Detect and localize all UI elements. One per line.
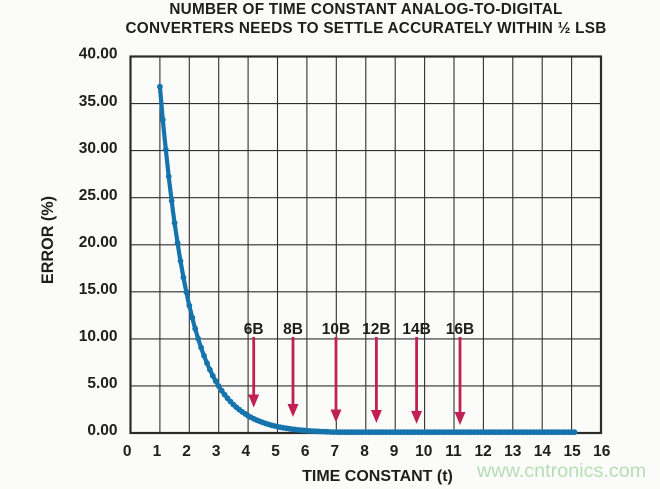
svg-text:40.00: 40.00 bbox=[79, 46, 118, 63]
svg-text:2: 2 bbox=[182, 443, 191, 460]
svg-text:14B: 14B bbox=[402, 321, 430, 338]
svg-text:6B: 6B bbox=[244, 321, 264, 338]
svg-text:20.00: 20.00 bbox=[79, 234, 118, 251]
svg-text:9: 9 bbox=[390, 443, 399, 460]
svg-text:ERROR (%): ERROR (%) bbox=[39, 196, 57, 284]
svg-text:10: 10 bbox=[415, 443, 432, 460]
svg-text:12B: 12B bbox=[362, 321, 390, 338]
svg-text:3: 3 bbox=[212, 443, 221, 460]
svg-text:10B: 10B bbox=[322, 321, 350, 338]
svg-text:5: 5 bbox=[271, 443, 280, 460]
svg-text:13: 13 bbox=[504, 443, 522, 460]
svg-text:8B: 8B bbox=[283, 321, 303, 338]
svg-text:1: 1 bbox=[153, 443, 162, 460]
svg-text:TIME CONSTANT (t): TIME CONSTANT (t) bbox=[302, 468, 453, 485]
svg-text:25.00: 25.00 bbox=[79, 187, 118, 204]
svg-text:11: 11 bbox=[445, 443, 462, 460]
svg-text:15.00: 15.00 bbox=[79, 281, 118, 298]
svg-text:0.00: 0.00 bbox=[87, 422, 117, 439]
svg-text:6: 6 bbox=[301, 443, 310, 460]
svg-text:5.00: 5.00 bbox=[87, 375, 117, 392]
svg-text:15: 15 bbox=[563, 443, 581, 460]
svg-text:35.00: 35.00 bbox=[79, 93, 118, 110]
svg-text:8: 8 bbox=[360, 443, 369, 460]
svg-text:0: 0 bbox=[123, 443, 132, 460]
svg-text:4: 4 bbox=[241, 443, 250, 460]
svg-text:12: 12 bbox=[474, 443, 491, 460]
svg-text:16: 16 bbox=[593, 443, 611, 460]
svg-text:10.00: 10.00 bbox=[79, 328, 118, 345]
svg-text:14: 14 bbox=[534, 443, 552, 460]
svg-text:16B: 16B bbox=[446, 321, 474, 338]
svg-text:7: 7 bbox=[330, 443, 339, 460]
svg-text:30.00: 30.00 bbox=[79, 140, 118, 157]
